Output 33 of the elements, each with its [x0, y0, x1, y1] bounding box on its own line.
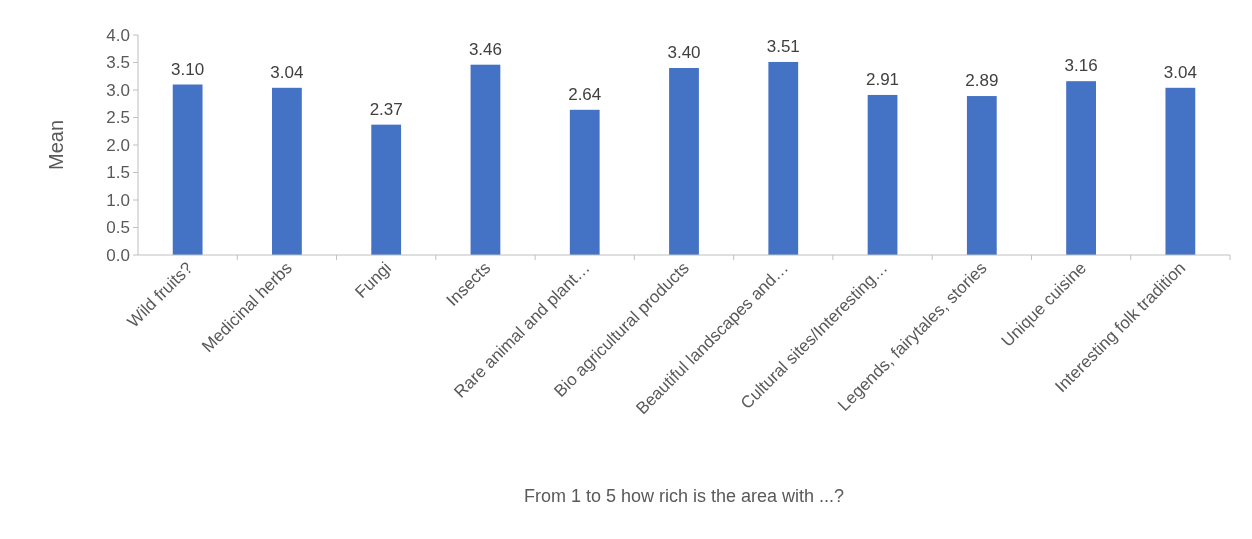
bar [371, 124, 402, 255]
bar [966, 96, 997, 255]
y-tick-label: 2.0 [106, 135, 130, 155]
y-tick-label: 3.0 [106, 80, 130, 100]
y-tick-label: 1.0 [106, 190, 130, 210]
x-axis-title: From 1 to 5 how rich is the area with ...? [523, 486, 845, 506]
bar [1066, 81, 1096, 255]
data-label: 3.10 [171, 59, 205, 79]
y-tick-label: 1.5 [106, 163, 130, 183]
data-label: 3.16 [1064, 56, 1098, 76]
data-label: 2.37 [369, 99, 403, 119]
data-label: 2.89 [965, 71, 999, 91]
y-axis-title: Mean [45, 119, 67, 171]
y-tick-label: 0.5 [106, 218, 130, 238]
data-label: 3.04 [1163, 62, 1197, 82]
bar [867, 94, 898, 255]
y-tick-label: 2.5 [106, 108, 130, 128]
y-tick-label: 0.0 [106, 245, 130, 265]
bar [1165, 87, 1196, 255]
data-label: 3.46 [468, 39, 502, 59]
bar [768, 61, 799, 255]
bar [669, 68, 699, 255]
bar [272, 87, 302, 255]
bar [470, 64, 501, 255]
data-label: 2.91 [866, 69, 900, 89]
data-label: 3.40 [667, 43, 701, 62]
y-tick-label: 3.5 [106, 53, 130, 73]
bar [172, 84, 203, 255]
data-label: 3.51 [766, 36, 800, 56]
bar [569, 109, 600, 255]
data-label: 2.64 [568, 84, 602, 104]
y-tick-label: 4.0 [106, 25, 130, 45]
data-label: 3.04 [270, 62, 304, 82]
